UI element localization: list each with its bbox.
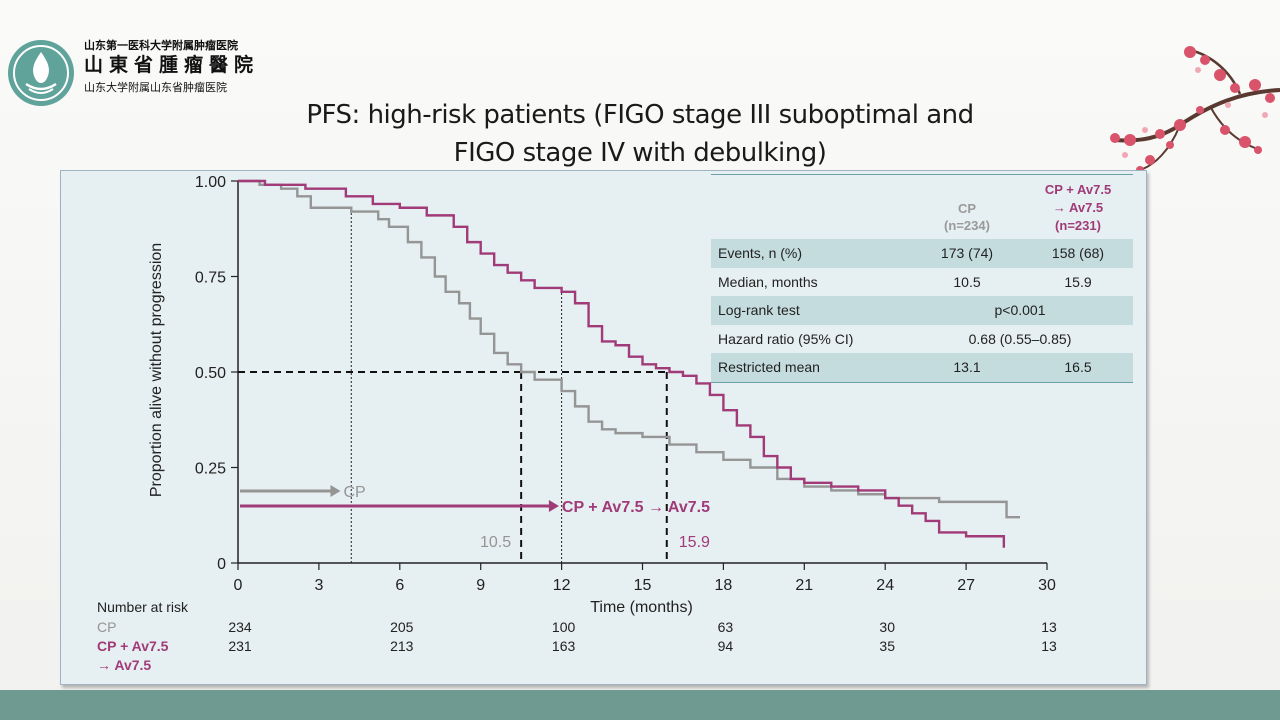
x-tick-label: 9 bbox=[476, 577, 485, 594]
hospital-name-line2: 山東省腫瘤醫院 bbox=[84, 54, 260, 76]
risk-count: 30 bbox=[879, 619, 895, 635]
x-tick-label: 0 bbox=[234, 577, 243, 594]
risk-row-label: CP + Av7.5 bbox=[97, 638, 169, 654]
slide-title: PFS: high-risk patients (FIGO stage III … bbox=[240, 96, 1040, 172]
x-tick-label: 12 bbox=[553, 577, 571, 594]
stats-row-label: Log-rank test bbox=[718, 302, 800, 318]
risk-count: 94 bbox=[718, 638, 734, 654]
stats-cp-value: 13.1 bbox=[953, 359, 981, 375]
plum-blossom-decoration bbox=[1110, 46, 1280, 174]
stats-col1-label: CP bbox=[957, 201, 977, 216]
stats-row-events: Events, n (%) 173 (74) 158 (68) bbox=[711, 239, 1133, 268]
stats-row-label: Hazard ratio (95% CI) bbox=[718, 330, 854, 347]
stats-cpav-value: 15.9 bbox=[1064, 273, 1092, 290]
legend-arrow-cp-head bbox=[330, 485, 341, 497]
stats-row-label: Events, n (%) bbox=[718, 245, 803, 261]
hospital-name: 山东第一医科大学附属肿瘤医院 山東省腫瘤醫院 山东大学附属山东省肿瘤医院 bbox=[84, 40, 259, 96]
x-tick-label: 18 bbox=[715, 577, 733, 594]
hospital-name-line1: 山东第一医科大学附属肿瘤医院 bbox=[84, 39, 238, 52]
stats-row-label: Median, months bbox=[718, 273, 818, 290]
stats-table-header: CP (n=234) CP + Av7.5 → Av7.5 (n=231) bbox=[711, 175, 1133, 239]
stats-row-median: Median, months 10.5 15.9 bbox=[711, 268, 1133, 297]
risk-count: 35 bbox=[879, 638, 895, 654]
x-axis-label: Time (months) bbox=[590, 599, 693, 616]
risk-count: 205 bbox=[390, 619, 414, 635]
risk-count: 213 bbox=[390, 638, 414, 654]
series-line-cp bbox=[238, 179, 1021, 519]
risk-count: 63 bbox=[718, 619, 734, 635]
stats-col2-header: CP + Av7.5 → Av7.5 (n=231) bbox=[1023, 181, 1133, 235]
bottom-band bbox=[0, 690, 1280, 720]
legend-label-cp: CP bbox=[343, 484, 365, 501]
risk-count: 13 bbox=[1041, 638, 1057, 654]
stats-row-label: Restricted mean bbox=[718, 359, 820, 375]
stats-table-bottom-rule bbox=[711, 381, 1133, 383]
stats-row-restricted-mean: Restricted mean 13.1 16.5 bbox=[711, 353, 1133, 382]
hospital-logo bbox=[6, 38, 76, 108]
x-tick-label: 6 bbox=[395, 577, 404, 594]
risk-count: 13 bbox=[1041, 619, 1057, 635]
legend-label-cp-av: CP + Av7.5 → Av7.5 bbox=[562, 499, 710, 516]
stats-cp-value: 173 (74) bbox=[940, 245, 994, 261]
risk-row-label-line2: → Av7.5 bbox=[97, 657, 151, 673]
x-tick-label: 15 bbox=[634, 577, 652, 594]
median-label: 15.9 bbox=[679, 534, 710, 551]
series-line-cp-av bbox=[238, 179, 1006, 548]
x-tick-label: 30 bbox=[1038, 577, 1056, 594]
stats-cpav-value: 158 (68) bbox=[1051, 245, 1105, 261]
stats-span-value: 0.68 (0.55–0.85) bbox=[968, 330, 1072, 347]
risk-count: 231 bbox=[228, 638, 252, 654]
stats-row-logrank: Log-rank test p<0.001 bbox=[711, 296, 1133, 325]
legend-arrow-cp-av-head bbox=[548, 500, 559, 512]
stats-col1-n: (n=234) bbox=[944, 218, 990, 233]
risk-count: 163 bbox=[552, 638, 576, 654]
stats-span-value: p<0.001 bbox=[994, 302, 1046, 318]
stats-row-hazard-ratio: Hazard ratio (95% CI) 0.68 (0.55–0.85) bbox=[711, 325, 1133, 354]
stats-table-top-rule bbox=[711, 174, 1133, 175]
risk-row-label: CP bbox=[97, 619, 116, 635]
hospital-name-line3: 山东大学附属山东省肿瘤医院 bbox=[84, 81, 227, 94]
x-tick-label: 27 bbox=[957, 577, 975, 594]
slide-title-line1: PFS: high-risk patients (FIGO stage III … bbox=[306, 100, 974, 130]
y-axis-label: Proportion alive without progression bbox=[148, 243, 165, 497]
slide-title-line2: FIGO stage IV with debulking) bbox=[453, 138, 827, 168]
stats-col2-n: (n=231) bbox=[1055, 218, 1101, 233]
stats-col2-label: CP + Av7.5 bbox=[1044, 182, 1112, 197]
stats-cpav-value: 16.5 bbox=[1064, 359, 1092, 375]
y-tick-label: 1.00 bbox=[195, 174, 226, 191]
x-tick-label: 3 bbox=[314, 577, 323, 594]
y-tick-label: 0.50 bbox=[195, 365, 226, 382]
stats-cp-value: 10.5 bbox=[953, 273, 981, 290]
risk-count: 234 bbox=[228, 619, 252, 635]
stats-col1-header: CP (n=234) bbox=[907, 200, 1027, 234]
stats-table: CP (n=234) CP + Av7.5 → Av7.5 (n=231) Ev… bbox=[711, 174, 1133, 383]
risk-count: 100 bbox=[552, 619, 576, 635]
y-tick-label: 0.25 bbox=[195, 461, 226, 478]
y-tick-label: 0.75 bbox=[195, 270, 226, 287]
x-tick-label: 24 bbox=[876, 577, 894, 594]
median-label: 10.5 bbox=[480, 534, 511, 551]
y-tick-label: 0 bbox=[217, 556, 226, 573]
stats-col2-line2: → Av7.5 bbox=[1052, 200, 1104, 215]
risk-table-title: Number at risk bbox=[97, 599, 189, 615]
x-tick-label: 21 bbox=[795, 577, 813, 594]
